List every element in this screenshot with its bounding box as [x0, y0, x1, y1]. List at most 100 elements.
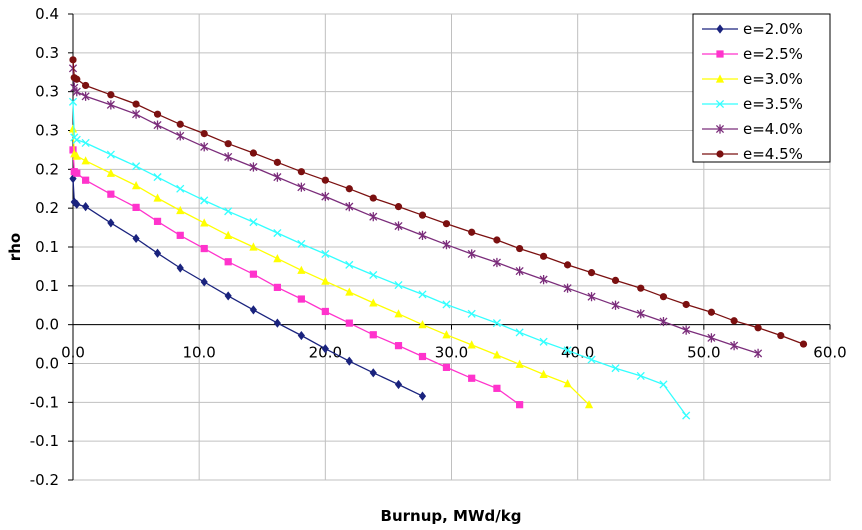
- data-point: [132, 162, 141, 171]
- data-point: [132, 203, 140, 211]
- legend-label: e=4.5%: [743, 145, 803, 163]
- series-line: [72, 59, 804, 345]
- data-point: [107, 218, 115, 228]
- data-point: [682, 300, 690, 309]
- data-point: [132, 233, 140, 244]
- data-point: [394, 221, 403, 231]
- data-point: [107, 91, 115, 99]
- legend-label: e=2.0%: [743, 20, 803, 38]
- data-point: [200, 244, 208, 253]
- data-point: [82, 176, 90, 184]
- data-point: [297, 265, 306, 274]
- data-point: [224, 152, 233, 162]
- data-point: [297, 239, 306, 248]
- y-tick-label: 0.3: [35, 83, 59, 101]
- data-point: [442, 363, 451, 371]
- data-point: [563, 379, 572, 388]
- legend-item: e=2.5%: [702, 45, 803, 63]
- series-2: [69, 146, 524, 409]
- x-tick-label: 30.0: [435, 344, 468, 362]
- data-point: [81, 138, 90, 147]
- data-point: [730, 341, 739, 351]
- data-point: [584, 400, 594, 409]
- legend-marker: [715, 74, 725, 83]
- data-point: [249, 162, 258, 172]
- data-point: [273, 318, 281, 328]
- data-point: [418, 211, 427, 219]
- data-point: [682, 325, 691, 335]
- y-tick-label: 0.1: [35, 238, 59, 256]
- data-point: [273, 228, 282, 238]
- series-line: [72, 149, 520, 406]
- x-tick-label: 50.0: [687, 344, 720, 362]
- data-point: [539, 275, 548, 285]
- data-point: [515, 266, 524, 276]
- legend-label: e=3.0%: [743, 70, 803, 88]
- legend-marker: [715, 99, 725, 109]
- data-point: [224, 207, 233, 216]
- data-point: [754, 348, 763, 359]
- legend-item: e=3.5%: [702, 95, 803, 113]
- y-tick-label: 0.2: [35, 160, 59, 178]
- data-point: [249, 305, 258, 315]
- data-point: [611, 300, 620, 310]
- data-point: [72, 87, 81, 97]
- data-point: [81, 156, 90, 165]
- data-point: [176, 120, 184, 128]
- data-point: [467, 249, 476, 259]
- data-point: [176, 184, 185, 193]
- data-point: [516, 401, 524, 409]
- data-point: [418, 352, 427, 361]
- data-point: [273, 158, 281, 166]
- data-point: [637, 284, 645, 292]
- data-point: [345, 287, 354, 296]
- data-point: [707, 333, 716, 343]
- data-point: [539, 369, 548, 378]
- legend-box: [692, 13, 831, 163]
- x-axis-title: Burnup, MWd/kg: [381, 507, 522, 525]
- data-point: [611, 276, 620, 284]
- data-point: [321, 307, 329, 316]
- data-point: [224, 258, 232, 266]
- data-point: [321, 249, 330, 259]
- data-point: [515, 359, 524, 368]
- data-point: [563, 261, 572, 269]
- data-point: [73, 75, 81, 83]
- data-point: [636, 371, 645, 380]
- data-point: [345, 260, 354, 269]
- data-point: [636, 309, 645, 319]
- legend-marker: [715, 124, 725, 134]
- y-tick-label: 0.4: [35, 5, 59, 23]
- data-point: [587, 355, 596, 364]
- data-point: [799, 340, 808, 348]
- data-point: [468, 228, 476, 236]
- data-point: [132, 100, 140, 108]
- y-tick-label: 0.2: [35, 199, 59, 217]
- data-point: [200, 142, 209, 152]
- data-point: [249, 149, 258, 157]
- data-point: [106, 150, 115, 159]
- data-point: [730, 317, 738, 325]
- series-6: [69, 56, 808, 348]
- legend: e=2.0% e=2.5% e=3.0% e=3.5% e=4.0% e=4.5%: [692, 13, 831, 163]
- data-point: [587, 269, 596, 277]
- data-point: [369, 212, 378, 222]
- legend-item: e=2.0%: [702, 20, 803, 38]
- data-point: [153, 173, 162, 182]
- data-point: [72, 151, 81, 160]
- data-point: [563, 346, 572, 355]
- y-tick-label: -0.1: [30, 393, 59, 411]
- data-point: [69, 56, 77, 64]
- data-point: [394, 342, 403, 350]
- data-point: [131, 181, 141, 190]
- data-point: [297, 295, 305, 303]
- data-point: [69, 146, 77, 154]
- data-point: [224, 291, 232, 301]
- data-point: [273, 283, 281, 291]
- data-point: [321, 344, 329, 354]
- data-point: [492, 319, 501, 328]
- legend-item: e=4.5%: [702, 145, 803, 163]
- data-point: [297, 168, 305, 176]
- data-point: [492, 350, 502, 359]
